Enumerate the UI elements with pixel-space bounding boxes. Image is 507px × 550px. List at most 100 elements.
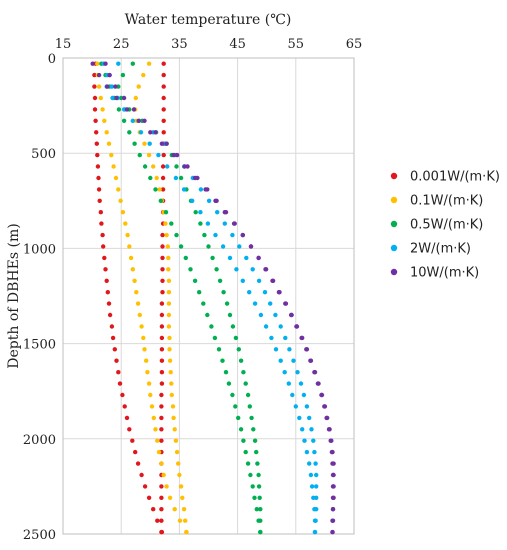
data-point [197, 290, 202, 295]
data-point [174, 449, 180, 455]
data-point [160, 290, 165, 295]
data-point [142, 484, 148, 489]
data-point [96, 175, 101, 181]
data-point [256, 278, 262, 283]
data-point [105, 290, 111, 295]
data-point [111, 164, 116, 169]
data-point [159, 347, 165, 352]
data-point [243, 449, 248, 455]
data-point [278, 358, 283, 363]
data-point [159, 404, 164, 409]
data-point [263, 267, 268, 272]
data-point [142, 347, 147, 352]
data-point [127, 244, 132, 249]
data-point [256, 472, 261, 478]
data-point [193, 210, 198, 215]
x-tick-label: 55 [288, 37, 305, 52]
data-point [171, 415, 176, 421]
data-point [314, 472, 319, 478]
data-point [159, 518, 164, 523]
data-point [132, 278, 137, 283]
data-point [159, 507, 164, 512]
data-point [241, 370, 246, 375]
data-point [198, 187, 204, 192]
data-point [90, 61, 95, 66]
data-point [297, 415, 302, 421]
data-point [288, 312, 294, 318]
y-tick-label: 500 [31, 147, 56, 162]
data-point [198, 210, 203, 215]
data-point [183, 518, 188, 523]
data-point [158, 198, 163, 203]
data-point [287, 347, 292, 352]
data-point [160, 164, 166, 169]
data-point [167, 335, 172, 341]
data-point [328, 438, 333, 443]
legend-label: 0.5W/(m·K) [410, 218, 483, 233]
data-point [166, 301, 172, 306]
data-point [214, 198, 219, 203]
data-point [302, 438, 307, 443]
data-point [160, 244, 165, 249]
data-point [198, 221, 203, 226]
data-point [116, 187, 121, 192]
data-point [166, 324, 172, 329]
data-point [304, 449, 310, 455]
data-point [156, 152, 161, 158]
data-point [161, 118, 166, 124]
data-point [330, 495, 336, 500]
data-point [173, 175, 179, 181]
data-point [190, 198, 195, 203]
y-tick-label: 2000 [23, 433, 56, 448]
data-point [93, 118, 98, 124]
data-point [169, 221, 174, 226]
data-point [127, 427, 132, 432]
data-point [304, 404, 310, 409]
data-point [92, 95, 98, 101]
data-point [160, 232, 165, 238]
series-3 [101, 61, 319, 535]
data-point [258, 312, 264, 318]
data-point [120, 72, 126, 78]
data-point [164, 141, 169, 146]
data-point [250, 267, 255, 272]
data-point [103, 61, 108, 66]
data-point [96, 187, 102, 192]
data-point [210, 255, 215, 261]
data-point [227, 312, 233, 318]
data-point [236, 347, 241, 352]
data-point [107, 312, 113, 318]
data-point [248, 244, 254, 249]
data-point [245, 461, 251, 466]
data-point [262, 290, 268, 295]
data-point [248, 472, 253, 478]
data-point [330, 529, 335, 535]
data-point [315, 381, 321, 386]
data-point [167, 358, 173, 363]
data-point [178, 244, 184, 249]
data-point [159, 427, 164, 432]
data-point [155, 438, 160, 443]
data-point [136, 84, 141, 89]
legend-label: 2W/(m·K) [410, 242, 471, 257]
data-point [255, 461, 260, 466]
data-point [125, 232, 130, 238]
series-0 [92, 61, 166, 535]
data-point [312, 529, 318, 535]
data-point [240, 232, 245, 238]
data-point [178, 484, 184, 489]
data-point [130, 438, 135, 443]
y-axis-title: Depth of DBHEs (m) [6, 223, 22, 368]
data-point [95, 61, 100, 66]
data-point [96, 72, 102, 78]
data-point [247, 290, 252, 295]
data-point [312, 370, 317, 375]
data-point [159, 141, 165, 146]
data-point [294, 324, 299, 329]
data-point [92, 72, 97, 78]
data-point [153, 187, 158, 192]
data-point [304, 347, 309, 352]
data-point [330, 484, 336, 489]
data-point [121, 95, 127, 101]
